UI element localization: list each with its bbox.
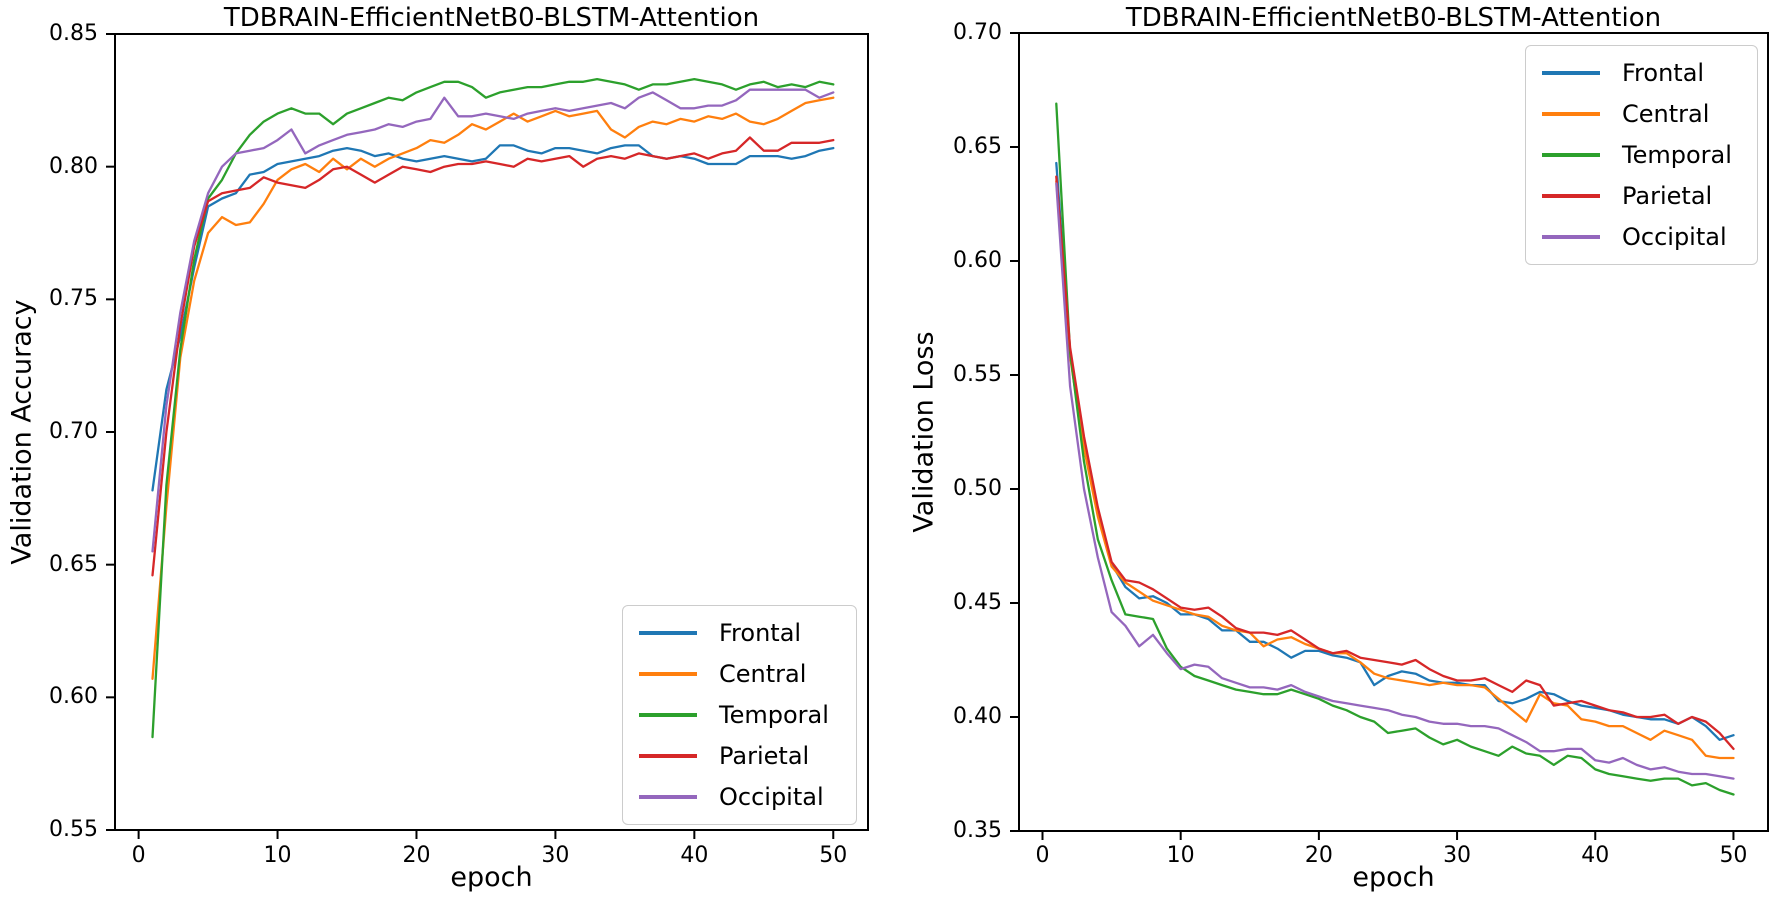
series-line-occipital (1055, 182, 1735, 780)
legend-line-sample (639, 671, 697, 676)
legend-item-label: Occipital (719, 783, 824, 812)
x-tick-label: 0 (131, 843, 146, 868)
legend-line-sample (639, 795, 697, 800)
legend-item-label: Frontal (1622, 58, 1705, 87)
legend-item-label: Parietal (1622, 182, 1713, 211)
x-axis-label-epoch-right: epoch (1352, 862, 1435, 893)
legend-item-occipital: Occipital (639, 783, 842, 811)
legend-item-temporal: Temporal (639, 701, 842, 729)
y-tick-label: 0.45 (953, 590, 1002, 615)
legend-line-sample (639, 712, 697, 717)
x-tick-label: 10 (263, 843, 292, 868)
legend-item-label: Temporal (719, 700, 829, 729)
x-tick-label: 40 (1581, 843, 1610, 868)
series-line-temporal (1055, 102, 1735, 796)
legend-item-occipital: Occipital (1542, 223, 1743, 251)
y-tick-label: 0.65 (49, 551, 98, 577)
legend-item-frontal: Frontal (1542, 59, 1743, 87)
x-tick-label: 0 (1035, 843, 1050, 868)
legend-line-sample (1542, 152, 1600, 157)
legend-item-label: Occipital (1622, 223, 1727, 252)
legend-line-sample (1542, 70, 1600, 75)
y-tick-label: 0.70 (49, 419, 98, 444)
legend-line-sample (1542, 111, 1600, 116)
y-tick-label: 0.50 (953, 476, 1002, 501)
x-axis-label-epoch-left: epoch (450, 862, 533, 893)
series-line-central (151, 96, 835, 680)
y-tick-label: 0.60 (953, 248, 1002, 273)
x-tick-label: 30 (1443, 843, 1472, 868)
legend-item-frontal: Frontal (639, 619, 842, 647)
legend-line-sample (1542, 235, 1600, 240)
series-line-temporal (151, 77, 835, 739)
y-tick-label: 0.40 (953, 704, 1002, 729)
legend-item-label: Parietal (719, 742, 810, 771)
y-tick-label: 0.85 (49, 21, 98, 46)
legend-item-parietal: Parietal (639, 742, 842, 770)
legend-item-label: Temporal (1622, 140, 1732, 169)
x-tick-label: 50 (1719, 843, 1748, 868)
y-tick-label: 0.70 (953, 20, 1002, 45)
series-line-occipital (151, 88, 835, 553)
legend-item-label: Central (719, 659, 807, 688)
y-tick-label: 0.55 (953, 362, 1002, 387)
series-line-central (1055, 180, 1735, 760)
x-tick-label: 50 (819, 843, 848, 868)
series-line-parietal (1055, 175, 1735, 751)
series-line-parietal (151, 136, 835, 577)
legend-line-sample (639, 754, 697, 759)
legend-item-central: Central (1542, 100, 1743, 128)
legend-item-central: Central (639, 660, 842, 688)
axes-frame (1018, 32, 1769, 832)
legend-loss: Frontal Central Temporal Parietal Occipital (1525, 45, 1758, 265)
x-tick-label: 20 (402, 843, 431, 868)
legend-accuracy: Frontal Central Temporal Parietal Occipital (622, 605, 857, 825)
chart-title-accuracy: TDBRAIN-EfficientNetB0-BLSTM-Attention (223, 3, 760, 33)
legend-line-sample (639, 630, 697, 635)
y-tick-label: 0.80 (49, 153, 98, 179)
y-tick-label: 0.75 (49, 286, 98, 312)
legend-item-temporal: Temporal (1542, 141, 1743, 169)
x-tick-label: 40 (680, 843, 709, 868)
x-tick-label: 20 (1304, 843, 1333, 868)
legend-item-label: Frontal (719, 618, 802, 647)
x-tick-label: 30 (541, 843, 570, 868)
legend-item-label: Central (1622, 99, 1710, 128)
chart-title-loss: TDBRAIN-EfficientNetB0-BLSTM-Attention (1125, 3, 1662, 33)
y-tick-label: 0.55 (49, 817, 98, 842)
legend-item-parietal: Parietal (1542, 182, 1743, 210)
y-tick-label: 0.60 (49, 684, 98, 710)
y-tick-label: 0.65 (953, 134, 1002, 159)
legend-line-sample (1542, 194, 1600, 199)
series-line-frontal (151, 144, 835, 492)
x-tick-label: 10 (1166, 843, 1195, 868)
y-tick-label: 0.35 (953, 818, 1002, 843)
